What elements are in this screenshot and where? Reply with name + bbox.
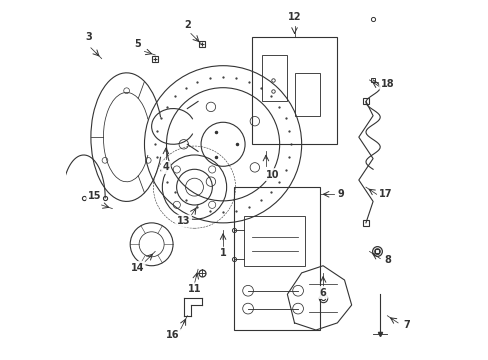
Text: 3: 3 bbox=[85, 32, 92, 42]
Text: 14: 14 bbox=[130, 262, 144, 273]
Bar bbox=[251, 37, 337, 144]
Text: 4: 4 bbox=[162, 162, 169, 172]
Text: 7: 7 bbox=[403, 320, 409, 330]
Text: 12: 12 bbox=[287, 13, 301, 22]
Bar bbox=[244, 216, 305, 266]
Text: 17: 17 bbox=[378, 189, 391, 199]
Text: 13: 13 bbox=[177, 216, 190, 226]
Text: 15: 15 bbox=[87, 191, 101, 201]
Text: 8: 8 bbox=[383, 255, 390, 265]
Text: 11: 11 bbox=[187, 284, 201, 294]
Text: 5: 5 bbox=[134, 39, 141, 49]
Text: 18: 18 bbox=[380, 78, 393, 89]
Text: 2: 2 bbox=[183, 19, 190, 30]
Bar bbox=[233, 187, 319, 330]
Text: 10: 10 bbox=[266, 170, 279, 180]
Text: 9: 9 bbox=[337, 189, 344, 199]
Text: 6: 6 bbox=[319, 288, 326, 297]
Text: 1: 1 bbox=[219, 248, 226, 258]
Text: 16: 16 bbox=[166, 330, 180, 341]
